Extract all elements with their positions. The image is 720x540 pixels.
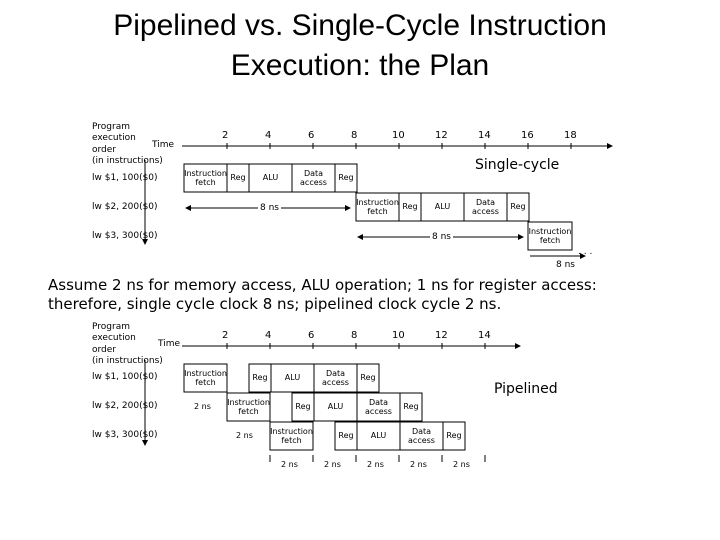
tick-label: 4 [265,330,272,341]
stage-reg-label: Reg [403,402,419,411]
stage-alu-label: ALU [327,402,344,411]
stage-duration-label: 2 ns [324,460,341,469]
order-axis-label-line-3: order [92,145,116,155]
order-axis-label-line-4: (in instructions) [92,356,163,366]
stage-reg-label: Reg [360,373,376,382]
stage-alu-label: ALU [284,373,301,382]
stage-duration-label: 2 ns [367,460,384,469]
single-cycle-row1-boxes [183,163,358,193]
tick-label: 10 [392,330,405,341]
tick-label: 6 [308,130,315,141]
stage-reg-label: Reg [446,431,462,440]
tick-label: 2 [222,330,229,341]
stage-reg-label: Reg [338,173,354,182]
pipelined-duration-brackets [269,455,486,462]
stage-duration-label: 2 ns [236,431,253,440]
pipelined-instr-2: lw $2, 200($0) [92,401,158,411]
stage-alu-label: ALU [370,431,387,440]
time-axis-label: Time [158,339,181,349]
stage-reg-label: Reg [295,402,311,411]
tick-label: 16 [521,130,534,141]
assumption-line-1: Assume 2 ns for memory access, ALU opera… [48,276,597,294]
duration-label: 8 ns [556,260,575,270]
stage-fetch-label: Instruction fetch [184,169,227,187]
pipelined-row2-boxes [226,392,423,422]
tick-label: 6 [308,330,315,341]
pipelined-row3-boxes [269,421,466,451]
order-axis-label-line-2: execution [92,333,136,343]
single-cycle-instr-2: lw $2, 200($0) [92,202,158,212]
tick-label: 4 [265,130,272,141]
stage-reg-label: Reg [252,373,268,382]
pipelined-instr-1: lw $1, 100($0) [92,372,158,382]
stage-fetch-label: Instruction fetch [528,227,572,245]
tick-label: 12 [435,330,448,341]
assumption-line-2: therefore, single cycle clock 8 ns; pipe… [48,295,502,313]
stage-reg-label: Reg [338,431,354,440]
stage-data-access-label: Data access [408,427,435,445]
stage-duration-label: 2 ns [453,460,470,469]
tick-label: 18 [564,130,577,141]
stage-duration-label: 2 ns [281,460,298,469]
stage-duration-label: 2 ns [194,402,211,411]
stage-data-access-label: Data access [365,398,392,416]
single-cycle-row2-boxes [355,192,530,222]
stage-fetch-label: Instruction fetch [356,198,399,216]
duration-label: 8 ns [258,203,281,213]
tick-label: 8 [351,330,358,341]
time-axis-label: Time [152,140,175,150]
stage-data-access-label: Data access [472,198,499,216]
slide-title-line-1: Pipelined vs. Single-Cycle Instruction [113,9,607,42]
stage-alu-label: ALU [262,173,279,182]
pipelined-row1-boxes [183,363,380,393]
tick-label: 10 [392,130,405,141]
pipelined-tick-marks [226,343,486,349]
order-axis-label-line-3: order [92,345,116,355]
order-axis-label-line-1: Program [92,122,130,132]
tick-label: 2 [222,130,229,141]
stage-data-access-label: Data access [322,369,349,387]
ellipsis: . . . [578,247,593,257]
tick-label: 12 [435,130,448,141]
order-axis-label-line-4: (in instructions) [92,156,163,166]
stage-alu-label: ALU [434,202,451,211]
order-axis-label-line-1: Program [92,322,130,332]
slide-title-line-2: Execution: the Plan [230,49,490,82]
stage-fetch-label: Instruction fetch [270,427,313,445]
stage-reg-label: Reg [510,202,526,211]
stage-data-access-label: Data access [300,169,327,187]
stage-fetch-label: Instruction fetch [184,369,227,387]
duration-label: 8 ns [430,232,453,242]
pipelined-instr-3: lw $3, 300($0) [92,430,158,440]
single-cycle-tick-marks [226,143,572,149]
stage-fetch-label: Instruction fetch [227,398,270,416]
tick-label: 14 [478,330,491,341]
order-axis-label-line-2: execution [92,133,136,143]
single-cycle-label: Single-cycle [475,157,560,173]
single-cycle-row3-box [527,221,573,251]
tick-label: 14 [478,130,491,141]
single-cycle-instr-1: lw $1, 100($0) [92,173,158,183]
stage-reg-label: Reg [402,202,418,211]
tick-label: 8 [351,130,358,141]
stage-reg-label: Reg [230,173,246,182]
stage-duration-label: 2 ns [410,460,427,469]
pipelined-label: Pipelined [494,381,558,397]
single-cycle-instr-3: lw $3, 300($0) [92,231,158,241]
